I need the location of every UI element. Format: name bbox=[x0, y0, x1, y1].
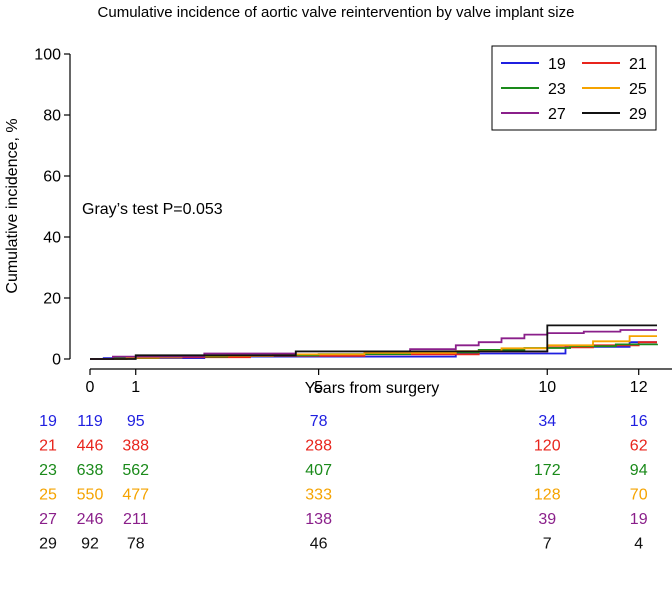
x-tick-label: 10 bbox=[538, 379, 556, 396]
risk-count: 407 bbox=[305, 462, 332, 479]
y-axis-label: Cumulative incidence, % bbox=[4, 118, 21, 293]
y-tick-label: 100 bbox=[34, 47, 61, 64]
legend-label-25: 25 bbox=[629, 81, 647, 98]
risk-count: 119 bbox=[77, 413, 103, 430]
x-tick-label: 0 bbox=[86, 379, 95, 396]
legend-label-29: 29 bbox=[629, 106, 647, 123]
risk-row-label-27: 27 bbox=[39, 511, 57, 528]
risk-count: 70 bbox=[630, 487, 648, 504]
risk-count: 288 bbox=[305, 438, 332, 455]
y-tick-label: 40 bbox=[43, 230, 61, 247]
risk-count: 95 bbox=[127, 413, 145, 430]
risk-count: 333 bbox=[305, 487, 332, 504]
y-tick-label: 0 bbox=[52, 352, 61, 369]
risk-row-label-21: 21 bbox=[39, 438, 57, 455]
curve-size-27 bbox=[90, 329, 657, 360]
risk-count: 562 bbox=[122, 462, 149, 479]
legend-label-27: 27 bbox=[548, 106, 566, 123]
risk-count: 120 bbox=[534, 438, 561, 455]
risk-count: 477 bbox=[122, 487, 149, 504]
risk-count: 62 bbox=[630, 438, 648, 455]
risk-count: 172 bbox=[534, 462, 561, 479]
risk-count: 638 bbox=[77, 462, 104, 479]
grays-test-annotation: Gray’s test P=0.053 bbox=[82, 201, 223, 218]
x-axis-label: Years from surgery bbox=[305, 380, 440, 397]
x-tick-label: 12 bbox=[630, 379, 648, 396]
risk-count: 39 bbox=[538, 511, 556, 528]
legend-label-23: 23 bbox=[548, 81, 566, 98]
y-tick-label: 80 bbox=[43, 108, 61, 125]
risk-row-label-23: 23 bbox=[39, 462, 57, 479]
axes: 0 20 40 60 80 100 0 1 5 10 12 bbox=[34, 47, 672, 396]
risk-count: 46 bbox=[310, 536, 328, 553]
risk-row-label-29: 29 bbox=[39, 536, 57, 553]
risk-row-label-25: 25 bbox=[39, 487, 57, 504]
risk-count: 446 bbox=[77, 438, 104, 455]
risk-count: 246 bbox=[77, 511, 104, 528]
y-tick-label: 60 bbox=[43, 169, 61, 186]
risk-count: 16 bbox=[630, 413, 648, 430]
risk-count: 78 bbox=[127, 536, 145, 553]
risk-count: 34 bbox=[538, 413, 556, 430]
risk-count: 92 bbox=[81, 536, 99, 553]
chart-title: Cumulative incidence of aortic valve rei… bbox=[98, 4, 575, 21]
risk-count: 4 bbox=[634, 536, 643, 553]
risk-count: 7 bbox=[543, 536, 552, 553]
risk-count: 388 bbox=[122, 438, 149, 455]
risk-count: 94 bbox=[630, 462, 648, 479]
risk-row-label-19: 19 bbox=[39, 413, 57, 430]
risk-count: 19 bbox=[630, 511, 648, 528]
legend: 19 21 23 25 27 29 bbox=[491, 45, 657, 131]
risk-count: 211 bbox=[123, 511, 149, 528]
curve-size-29 bbox=[90, 324, 657, 360]
risk-count: 550 bbox=[77, 487, 104, 504]
legend-label-21: 21 bbox=[629, 56, 647, 73]
risk-count: 128 bbox=[534, 487, 561, 504]
risk-count: 138 bbox=[305, 511, 332, 528]
curves bbox=[90, 324, 658, 360]
y-tick-label: 20 bbox=[43, 291, 61, 308]
risk-count: 78 bbox=[310, 413, 328, 430]
legend-label-19: 19 bbox=[548, 56, 566, 73]
x-tick-label: 1 bbox=[131, 379, 140, 396]
x-tick-label: 5 bbox=[314, 379, 323, 396]
